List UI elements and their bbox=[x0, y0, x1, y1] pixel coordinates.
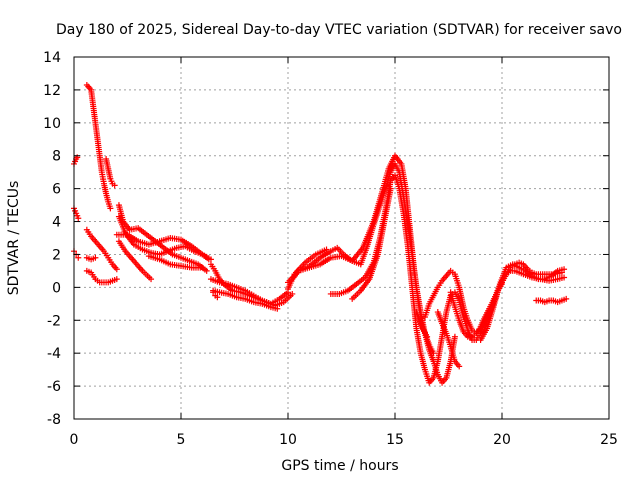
data-point bbox=[75, 254, 82, 261]
x-tick-label: 10 bbox=[279, 432, 297, 448]
data-point bbox=[451, 333, 458, 340]
series-arc-5 bbox=[103, 156, 118, 189]
x-axis-label: GPS time / hours bbox=[281, 458, 398, 474]
y-tick-label: 6 bbox=[52, 182, 61, 198]
series-arc-11 bbox=[113, 231, 212, 263]
y-tick-label: -6 bbox=[47, 379, 61, 395]
y-tick-label: 2 bbox=[52, 247, 61, 263]
series-arc-26 bbox=[434, 309, 463, 370]
data-point bbox=[563, 295, 570, 302]
x-tick-label: 20 bbox=[493, 432, 511, 448]
x-tick-label: 25 bbox=[600, 432, 618, 448]
data-point bbox=[210, 289, 217, 296]
x-tick-label: 15 bbox=[386, 432, 404, 448]
series-arc-12 bbox=[115, 238, 155, 283]
y-tick-label: 14 bbox=[43, 50, 61, 66]
axis-ticks: 0 5 10 15 20 25 -8 -6 -4 -2 0 2 4 6 8 10 12 14 bbox=[43, 50, 618, 448]
data-point bbox=[92, 254, 99, 261]
data-point bbox=[289, 290, 296, 297]
data-point bbox=[214, 294, 221, 301]
y-tick-label: -4 bbox=[47, 346, 61, 362]
data-point bbox=[113, 276, 120, 283]
data-points bbox=[71, 81, 570, 386]
x-tick-label: 0 bbox=[70, 432, 79, 448]
series-arc-6 bbox=[83, 226, 120, 273]
x-tick-label: 5 bbox=[177, 432, 186, 448]
y-tick-label: 0 bbox=[52, 280, 61, 296]
data-point bbox=[387, 185, 394, 192]
data-point bbox=[75, 215, 82, 222]
series-arc-27 bbox=[477, 261, 568, 344]
series-arc-22 bbox=[349, 185, 394, 302]
data-point bbox=[205, 256, 212, 263]
data-point bbox=[456, 363, 463, 370]
series-arc-8 bbox=[83, 267, 120, 286]
series-arc-13 bbox=[145, 253, 206, 271]
y-tick-label: 10 bbox=[43, 116, 61, 132]
y-axis-label: SDTVAR / TECUs bbox=[6, 181, 22, 296]
data-point bbox=[561, 274, 568, 281]
data-point bbox=[113, 266, 120, 273]
y-tick-label: -2 bbox=[47, 313, 61, 329]
data-point bbox=[274, 305, 281, 312]
grid bbox=[74, 57, 609, 419]
y-tick-label: 8 bbox=[52, 149, 61, 165]
chart-title: Day 180 of 2025, Sidereal Day-to-day VTE… bbox=[56, 22, 622, 38]
plot-frame bbox=[73, 56, 610, 420]
data-point bbox=[111, 182, 118, 189]
series-arc-9 bbox=[115, 202, 210, 274]
data-point bbox=[203, 267, 210, 274]
y-tick-label: -8 bbox=[47, 412, 61, 428]
data-point bbox=[199, 264, 206, 271]
data-point bbox=[148, 276, 155, 283]
series-arc-7 bbox=[83, 254, 99, 263]
series-arc-28 bbox=[533, 295, 570, 306]
series-arc-20 bbox=[291, 246, 330, 278]
series-arc-4 bbox=[83, 81, 114, 212]
series-arc-17 bbox=[210, 289, 221, 301]
data-point bbox=[107, 205, 114, 212]
y-tick-label: 12 bbox=[43, 83, 61, 99]
series-arc-16 bbox=[210, 287, 281, 312]
data-point bbox=[561, 266, 568, 273]
data-point bbox=[323, 246, 330, 253]
y-tick-label: 4 bbox=[52, 215, 61, 231]
series-arc-23 bbox=[413, 309, 458, 386]
